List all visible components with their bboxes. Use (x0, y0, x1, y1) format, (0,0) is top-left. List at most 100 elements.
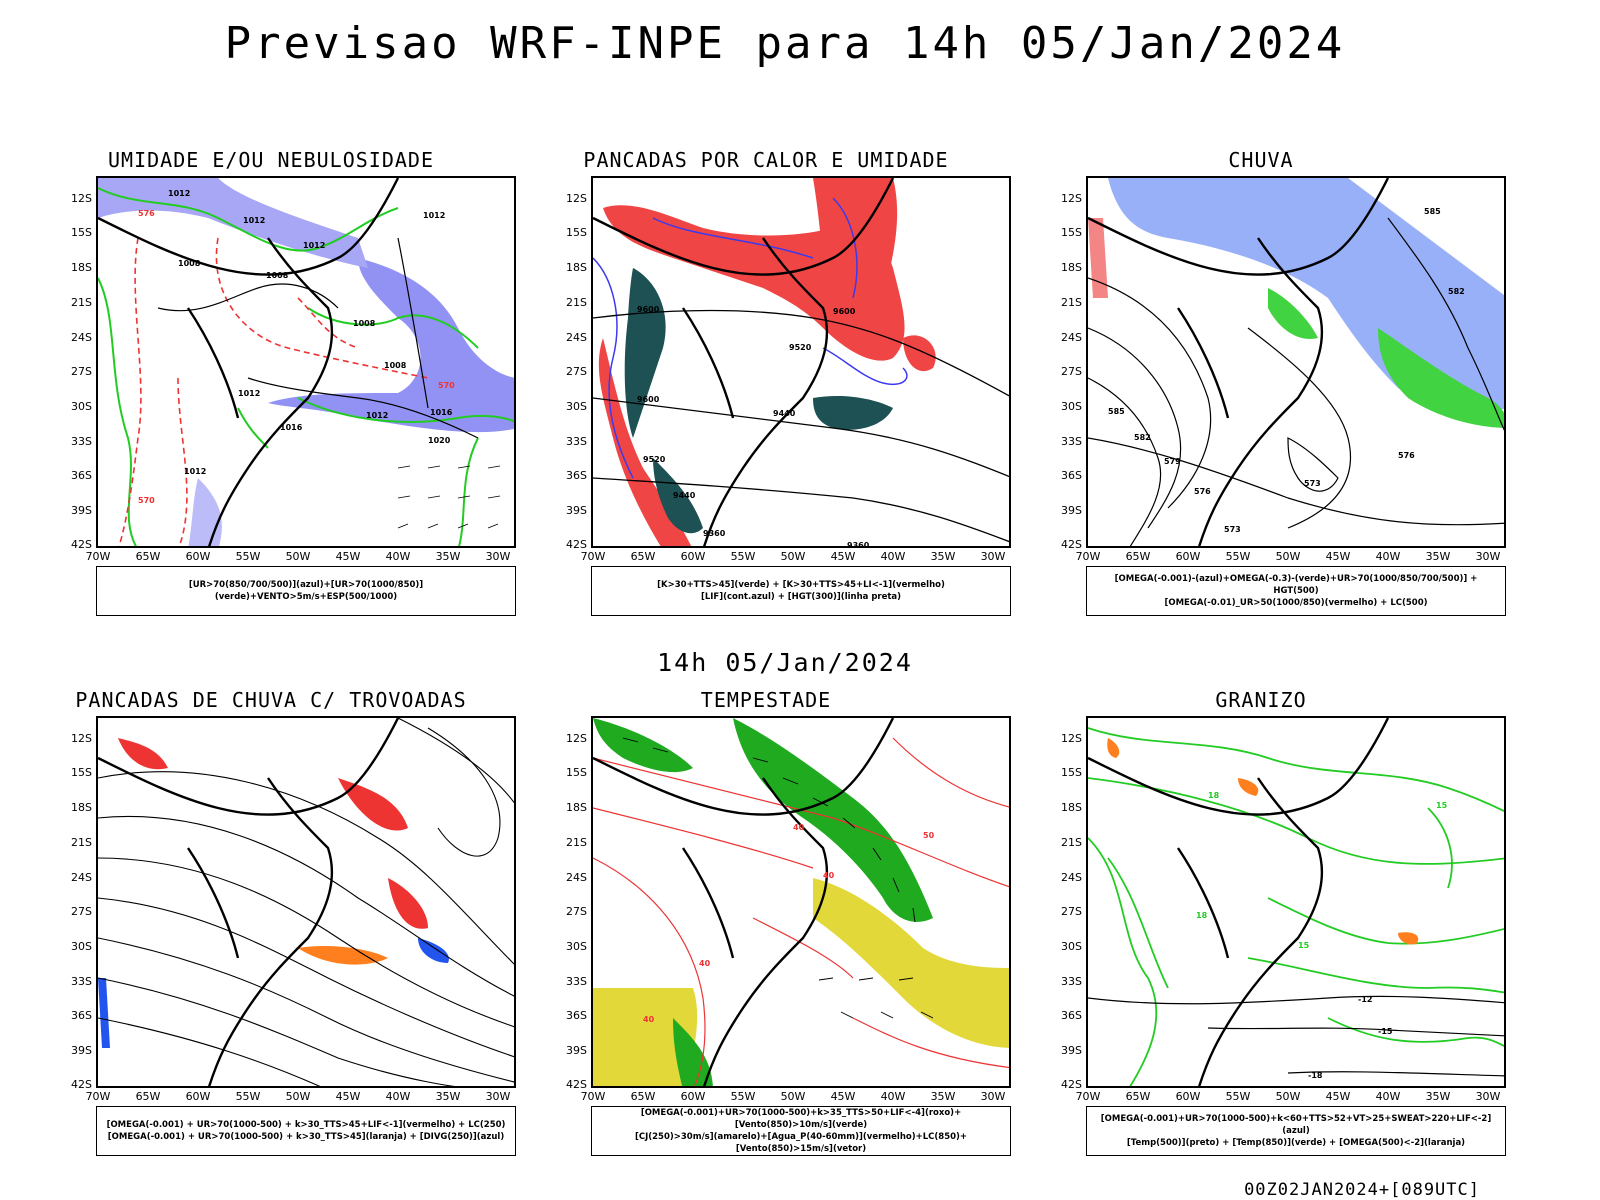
wind-vectors (397, 465, 501, 529)
lat-label: 42S (1061, 1078, 1082, 1091)
legend-line: [UR>70(850/700/500)](azul)+[UR>70(1000/8… (188, 580, 424, 602)
coastline-borders (98, 718, 400, 1086)
map-chuva-svg: 585 582 579 576 573 576 573 585 582 (1088, 178, 1504, 546)
lon-label: 50W (780, 550, 806, 563)
contour-label: 1008 (384, 361, 407, 370)
lon-label: 30W (980, 550, 1006, 563)
model-run-label: 00Z02JAN2024+[089UTC] (1244, 1180, 1480, 1200)
lat-label: 33S (566, 975, 587, 988)
contour-label: -15 (1378, 1027, 1393, 1036)
lon-label: 35W (435, 550, 461, 563)
lon-label: 45W (335, 1090, 361, 1103)
lat-label: 15S (566, 226, 587, 239)
contour-label: 576 (1194, 487, 1211, 496)
lat-label: 39S (71, 504, 92, 517)
main-title: Previsao WRF-INPE para 14h 05/Jan/2024 (224, 18, 1346, 69)
lat-label: 12S (71, 732, 92, 745)
lat-label: 27S (71, 365, 92, 378)
contour-label: 18 (1208, 791, 1220, 800)
lat-label: 30S (71, 400, 92, 413)
streamlines (98, 718, 514, 1086)
lon-label: 30W (1475, 1090, 1501, 1103)
rain-fill (1088, 178, 1504, 428)
lat-label: 42S (1061, 538, 1082, 551)
yellow-jet-fill (593, 878, 1009, 1086)
lat-label: 36S (566, 469, 587, 482)
contour-label: 15 (1436, 801, 1448, 810)
lon-label: 65W (1125, 1090, 1151, 1103)
lon-label: 50W (780, 1090, 806, 1103)
contour-label: 1012 (243, 216, 265, 225)
lat-label: 15S (566, 766, 587, 779)
temp850-green-contours (1088, 727, 1504, 1086)
coastline-borders (593, 178, 895, 546)
lat-label: 42S (566, 1078, 587, 1091)
contour-label: 9600 (637, 395, 660, 404)
lon-label: 60W (680, 1090, 706, 1103)
lon-label: 60W (680, 550, 706, 563)
lon-label: 65W (135, 1090, 161, 1103)
contour-label: 9600 (833, 307, 856, 316)
lon-label: 65W (630, 550, 656, 563)
lat-label: 39S (566, 1044, 587, 1057)
hgt500-contours (1088, 217, 1504, 546)
lat-label: 18S (1061, 261, 1082, 274)
panel-trovoadas: PANCADAS DE CHUVA C/ TROVOADAS (46, 688, 516, 1168)
lat-label: 36S (566, 1009, 587, 1022)
lon-label: 55W (730, 550, 756, 563)
contour-label: 1008 (353, 319, 376, 328)
lat-label: 24S (1061, 331, 1082, 344)
contour-label: -12 (1358, 995, 1372, 1004)
lat-label: 27S (566, 365, 587, 378)
lat-label: 27S (71, 905, 92, 918)
map-chuva: 585 582 579 576 573 576 573 585 582 (1086, 176, 1506, 548)
contour-label: 9520 (789, 343, 812, 352)
red-dashed-contours (118, 237, 429, 546)
lon-label: 70W (85, 1090, 111, 1103)
lat-label: 12S (71, 192, 92, 205)
lon-label: 45W (335, 550, 361, 563)
hgt300-contours (593, 309, 1009, 543)
lat-label: 18S (71, 261, 92, 274)
lon-label: 40W (1375, 1090, 1401, 1103)
lon-label: 50W (285, 550, 311, 563)
mid-forecast-label: 14h 05/Jan/2024 (657, 648, 913, 677)
coastline-borders (593, 718, 895, 1086)
lat-label: 21S (71, 296, 92, 309)
contour-label: 576 (138, 209, 155, 218)
lon-label: 65W (1125, 550, 1151, 563)
lat-label: 18S (566, 801, 587, 814)
contour-label: -18 (1308, 1071, 1323, 1080)
lat-label: 12S (566, 192, 587, 205)
lon-label: 35W (435, 1090, 461, 1103)
legend-line: [OMEGA(-0.001)+UR>70(1000-500)+k<60+TTS>… (1100, 1114, 1492, 1136)
contour-label: 9600 (637, 305, 660, 314)
contour-label: 40 (823, 871, 835, 880)
contour-label: 1008 (266, 271, 289, 280)
lon-label: 60W (1175, 1090, 1201, 1103)
red-lc850-contours (593, 737, 1009, 1086)
lon-label: 70W (580, 1090, 606, 1103)
lat-label: 39S (71, 1044, 92, 1057)
contour-label: 570 (438, 381, 455, 390)
contour-label: 570 (138, 496, 155, 505)
lon-label: 40W (880, 1090, 906, 1103)
lon-label: 30W (980, 1090, 1006, 1103)
lon-label: 35W (930, 1090, 956, 1103)
legend-box: [K>30+TTS>45](verde) + [K>30+TTS>45+LI<-… (591, 566, 1011, 616)
lat-label: 24S (566, 331, 587, 344)
contour-label: 18 (1196, 911, 1208, 920)
lon-label: 35W (1425, 1090, 1451, 1103)
contour-label: 1012 (303, 241, 325, 250)
lat-label: 21S (1061, 296, 1082, 309)
panel-umidade: UMIDADE E/OU NEBULOSIDADE (46, 148, 516, 628)
panel-title: PANCADAS POR CALOR E UMIDADE (583, 148, 949, 172)
contour-label: 576 (1398, 451, 1415, 460)
lon-label: 35W (1425, 550, 1451, 563)
lon-label: 30W (485, 1090, 511, 1103)
contour-label: 573 (1304, 479, 1321, 488)
legend-box: [OMEGA(-0.001)-(azul)+OMEGA(-0.3)-(verde… (1086, 566, 1506, 616)
legend-line: [OMEGA(-0.001)+UR>70(1000-500)+k>35_TTS>… (640, 1108, 962, 1130)
panel-chuva: CHUVA 585 (1036, 148, 1506, 628)
lon-label: 40W (1375, 550, 1401, 563)
